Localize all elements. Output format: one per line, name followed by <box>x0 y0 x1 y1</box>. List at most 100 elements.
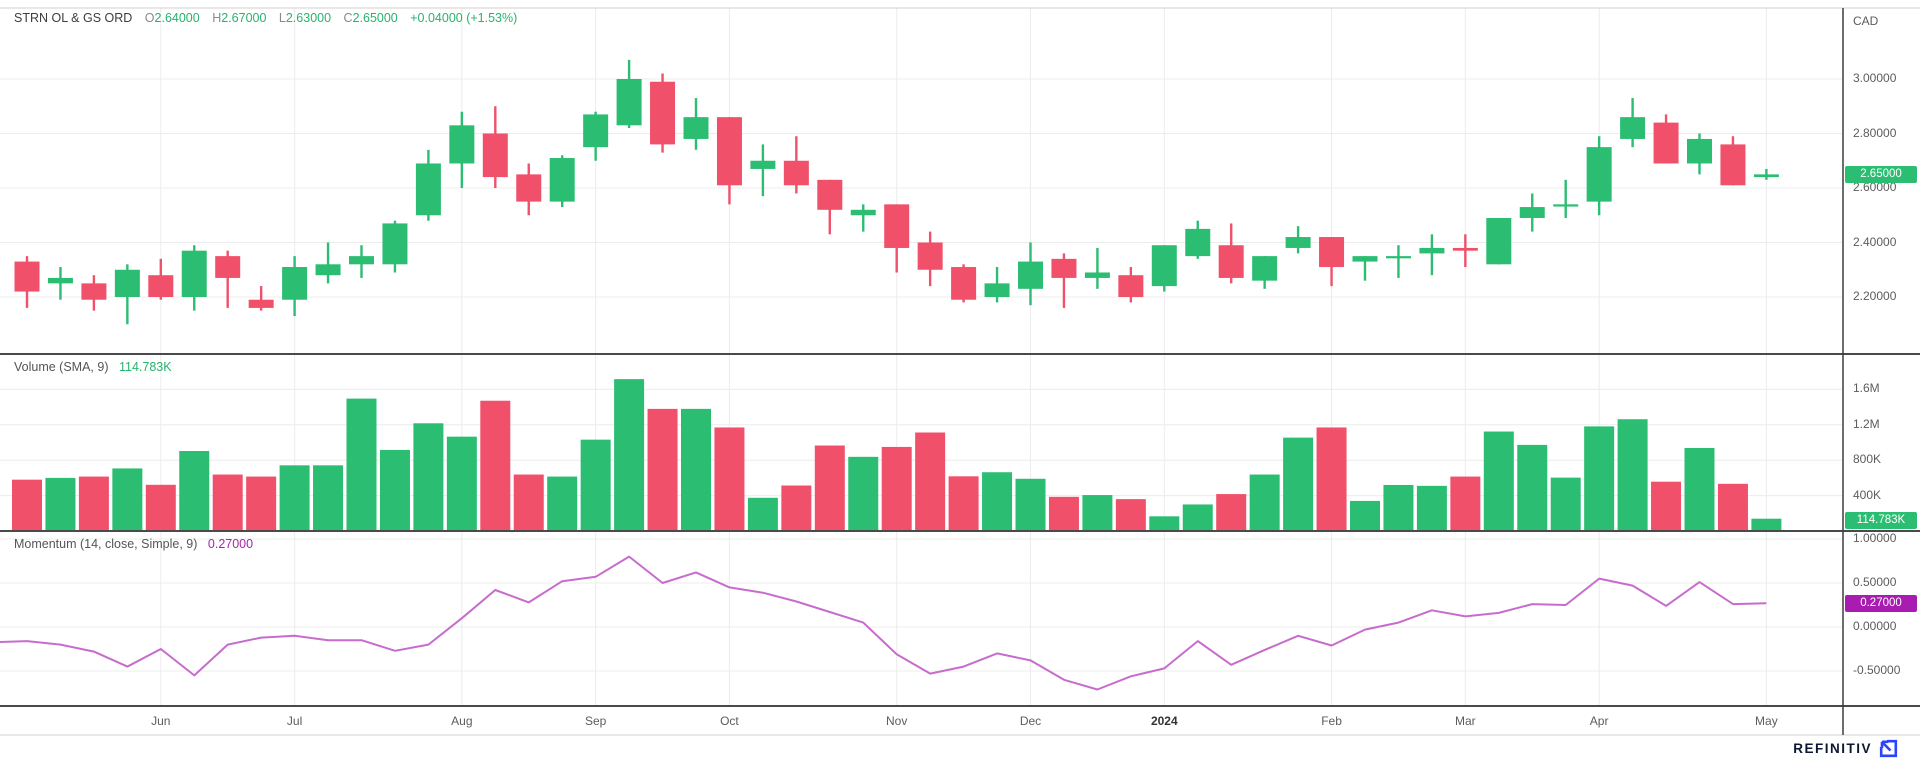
candle-body[interactable] <box>650 81 676 145</box>
candle-body[interactable] <box>14 261 40 292</box>
candle-body[interactable] <box>549 158 575 202</box>
volume-bar[interactable] <box>379 449 410 531</box>
candle-body[interactable] <box>81 283 107 300</box>
volume-bar[interactable] <box>1684 447 1715 531</box>
volume-bar[interactable] <box>78 476 109 531</box>
candle-body[interactable] <box>1519 207 1545 218</box>
volume-bar[interactable] <box>446 436 477 531</box>
volume-bar[interactable] <box>647 408 678 531</box>
volume-bar[interactable] <box>948 476 979 531</box>
candle-body[interactable] <box>449 125 475 164</box>
volume-bar[interactable] <box>513 474 544 531</box>
candle-body[interactable] <box>783 160 809 186</box>
volume-bar[interactable] <box>1048 496 1079 531</box>
volume-bar[interactable] <box>246 476 277 531</box>
volume-bar[interactable] <box>1182 504 1213 531</box>
candle-body[interactable] <box>148 275 174 297</box>
candle-body[interactable] <box>1084 272 1110 278</box>
volume-bar[interactable] <box>1617 419 1648 531</box>
volume-bar[interactable] <box>547 476 578 531</box>
candle-body[interactable] <box>248 299 274 308</box>
candle-body[interactable] <box>917 242 943 270</box>
volume-bar[interactable] <box>480 400 511 531</box>
volume-bar[interactable] <box>1149 516 1180 531</box>
candle-body[interactable] <box>516 174 542 202</box>
candle-body[interactable] <box>415 163 441 216</box>
volume-bar[interactable] <box>346 398 377 531</box>
volume-bar[interactable] <box>1751 518 1782 531</box>
candle-body[interactable] <box>1586 147 1612 202</box>
candle-body[interactable] <box>951 267 977 300</box>
volume-bar[interactable] <box>413 423 444 531</box>
candle-body[interactable] <box>315 264 341 276</box>
volume-bar[interactable] <box>681 408 711 531</box>
volume-bar[interactable] <box>1249 474 1280 531</box>
volume-bar[interactable] <box>848 456 879 531</box>
volume-bar[interactable] <box>112 468 143 531</box>
volume-bar[interactable] <box>145 484 176 531</box>
volume-bar[interactable] <box>1483 431 1514 531</box>
candle-body[interactable] <box>282 267 308 300</box>
candle-body[interactable] <box>1285 237 1311 248</box>
volume-bar[interactable] <box>1283 437 1314 531</box>
volume-bar[interactable] <box>781 485 812 531</box>
volume-bar[interactable] <box>747 497 778 531</box>
volume-bar[interactable] <box>179 450 210 531</box>
candle-body[interactable] <box>683 117 709 139</box>
volume-bar[interactable] <box>1115 499 1146 531</box>
candle-body[interactable] <box>47 277 73 284</box>
volume-bar[interactable] <box>580 439 611 531</box>
candle-body[interactable] <box>382 223 408 265</box>
volume-bar[interactable] <box>1350 500 1380 531</box>
volume-bar[interactable] <box>1584 426 1615 531</box>
momentum-line[interactable] <box>0 555 1767 691</box>
candle-body[interactable] <box>1151 245 1177 287</box>
candle-body[interactable] <box>1753 174 1779 178</box>
volume-bar[interactable] <box>313 465 344 531</box>
volume-bar[interactable] <box>1717 483 1748 531</box>
candle-body[interactable] <box>1720 144 1746 186</box>
volume-bar[interactable] <box>1550 477 1581 531</box>
volume-bar[interactable] <box>982 472 1013 531</box>
volume-bar[interactable] <box>1517 444 1548 531</box>
candle-body[interactable] <box>1653 122 1679 164</box>
candle-body[interactable] <box>114 269 140 297</box>
volume-bar[interactable] <box>1082 495 1113 531</box>
volume-bar[interactable] <box>1316 427 1347 531</box>
candle-body[interactable] <box>482 133 508 178</box>
candle-body[interactable] <box>716 117 742 186</box>
volume-bar[interactable] <box>814 445 845 531</box>
volume-bar[interactable] <box>1015 478 1046 531</box>
volume-bar[interactable] <box>1651 481 1682 531</box>
candle-body[interactable] <box>215 256 241 278</box>
candle-body[interactable] <box>984 283 1010 297</box>
candle-body[interactable] <box>1218 245 1244 278</box>
volume-bar[interactable] <box>714 427 745 531</box>
candle-body[interactable] <box>1319 237 1345 268</box>
candle-body[interactable] <box>1185 228 1211 257</box>
candle-body[interactable] <box>181 250 207 297</box>
candle-body[interactable] <box>1419 247 1445 254</box>
volume-bar[interactable] <box>12 479 42 531</box>
candle-body[interactable] <box>1051 258 1077 278</box>
candle-body[interactable] <box>750 160 776 169</box>
volume-bar[interactable] <box>1383 484 1414 531</box>
candle-body[interactable] <box>1118 275 1144 297</box>
candle-body[interactable] <box>1352 256 1378 262</box>
volume-bar[interactable] <box>279 465 310 531</box>
volume-bar[interactable] <box>212 474 243 531</box>
volume-bar[interactable] <box>614 379 645 531</box>
candle-body[interactable] <box>349 256 374 265</box>
volume-bar[interactable] <box>1450 476 1481 531</box>
volume-bar[interactable] <box>45 477 76 531</box>
volume-bar[interactable] <box>1416 485 1447 531</box>
candle-body[interactable] <box>1385 256 1411 259</box>
candle-body[interactable] <box>850 209 876 216</box>
candle-body[interactable] <box>583 114 609 148</box>
volume-bar[interactable] <box>1216 494 1247 531</box>
candle-body[interactable] <box>884 204 910 248</box>
candle-body[interactable] <box>1687 138 1712 164</box>
candle-body[interactable] <box>817 179 843 210</box>
candle-body[interactable] <box>1252 256 1278 281</box>
